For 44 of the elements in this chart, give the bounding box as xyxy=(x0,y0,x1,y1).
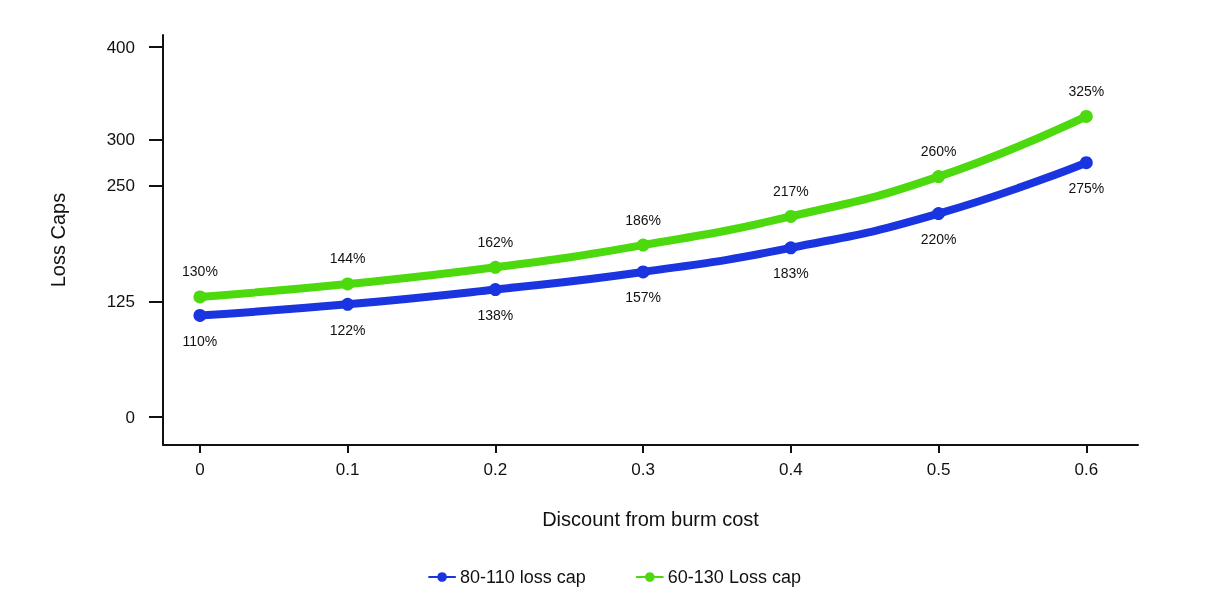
data-label: 325% xyxy=(1068,82,1105,99)
x-tick-label: 0.3 xyxy=(631,460,655,479)
x-tick-label: 0 xyxy=(195,460,205,479)
y-tick-label: 125 xyxy=(106,292,135,312)
x-tick-label: 0.2 xyxy=(483,460,508,479)
point xyxy=(488,260,502,274)
data-label: 144% xyxy=(329,250,366,267)
point xyxy=(341,297,355,311)
y-tick-label: 250 xyxy=(106,176,135,196)
point xyxy=(636,265,650,279)
x-tick-label: 0.1 xyxy=(335,460,360,479)
data-label: 162% xyxy=(477,233,514,250)
point xyxy=(932,170,946,184)
x-tick-label: 0.5 xyxy=(926,460,951,479)
x-tick-label: 0.4 xyxy=(779,460,803,479)
point xyxy=(932,207,946,221)
data-label: 110% xyxy=(182,332,218,349)
point xyxy=(784,241,798,255)
point xyxy=(784,209,798,223)
y-tick-label: 400 xyxy=(106,37,135,57)
point xyxy=(488,283,502,297)
x-axis-title: Discount from burm cost xyxy=(542,508,760,530)
x-tick-label: 0.6 xyxy=(1074,460,1099,479)
data-label: 186% xyxy=(625,211,662,228)
y-tick-label: 300 xyxy=(106,130,135,150)
data-label: 183% xyxy=(772,265,809,282)
point xyxy=(636,238,650,252)
y-axis-title: Loss Caps xyxy=(47,192,69,288)
point xyxy=(341,277,355,291)
data-label: 122% xyxy=(329,321,366,338)
data-label: 138% xyxy=(477,307,514,324)
y-tick-label: 0 xyxy=(125,407,135,427)
data-label: 130% xyxy=(182,263,218,280)
data-label: 275% xyxy=(1068,180,1105,197)
point xyxy=(1079,156,1093,170)
data-label: 217% xyxy=(772,182,809,199)
point xyxy=(193,290,207,304)
data-label: 260% xyxy=(920,143,957,160)
legend-label: 60-130 Loss cap xyxy=(667,567,801,587)
legend-label: 80-110 loss cap xyxy=(460,567,586,587)
data-label: 157% xyxy=(625,289,662,306)
data-label: 220% xyxy=(920,231,957,248)
point xyxy=(1079,109,1093,123)
point xyxy=(193,308,207,322)
